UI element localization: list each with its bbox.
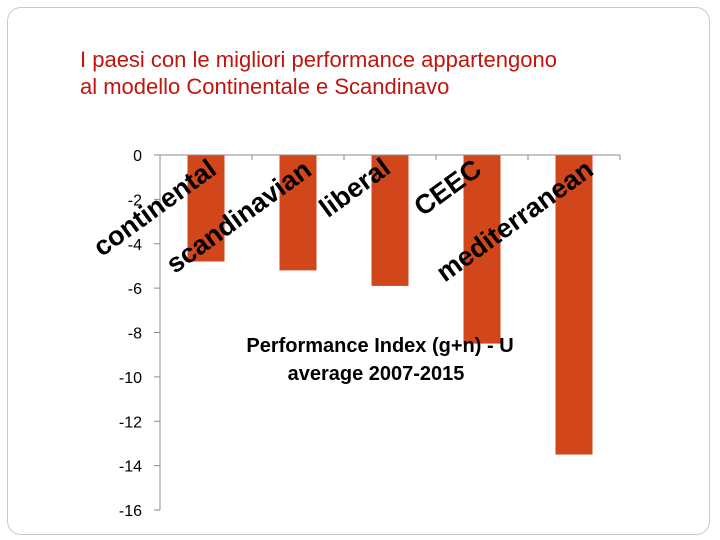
slide-title: I paesi con le migliori performance appa… <box>80 47 557 99</box>
bar-continental <box>187 155 225 262</box>
y-tick-label: -14 <box>119 459 142 476</box>
chart-annotation-line: average 2007-2015 <box>288 363 465 385</box>
y-tick-label: -4 <box>128 237 142 254</box>
bar-mediterranean <box>555 155 593 455</box>
y-tick-label: -8 <box>128 326 142 343</box>
y-tick-label: -10 <box>119 370 142 387</box>
slide-frame <box>7 7 710 535</box>
y-tick-label: 0 <box>133 148 142 165</box>
y-tick-label: -2 <box>128 192 142 209</box>
bar-scandinavian <box>279 155 317 271</box>
bar-CEEC <box>463 155 501 344</box>
y-tick-label: -12 <box>119 414 142 431</box>
chart-annotation-line: Performance Index (g+n) - U <box>246 335 513 357</box>
y-tick-label: -16 <box>119 503 142 520</box>
y-tick-label: -6 <box>128 281 142 298</box>
bar-liberal <box>371 155 409 286</box>
